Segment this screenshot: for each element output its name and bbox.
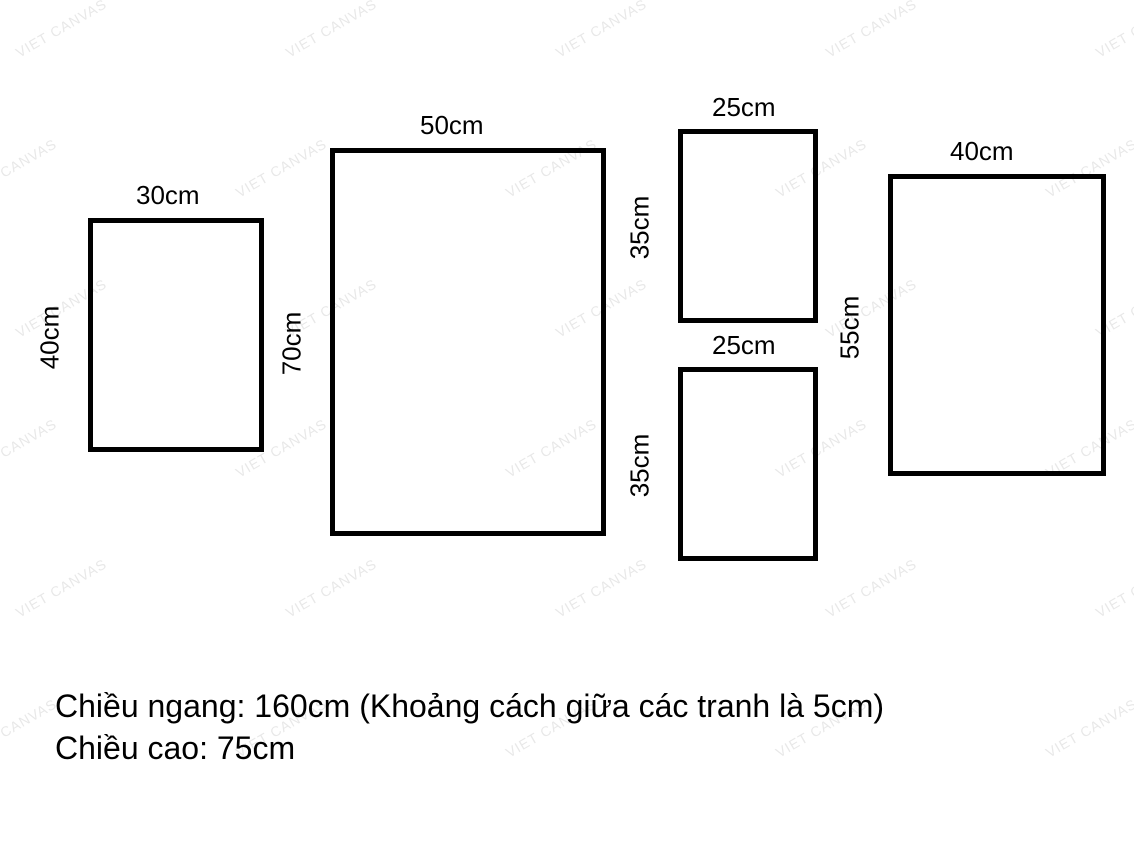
- dim-f5-width: 40cm: [950, 136, 1014, 167]
- frame-5: [888, 174, 1106, 476]
- dim-f1-width: 30cm: [136, 180, 200, 211]
- dim-f2-width: 50cm: [420, 110, 484, 141]
- caption-width: Chiều ngang: 160cm (Khoảng cách giữa các…: [55, 688, 884, 725]
- watermark-text: VIET CANVAS: [0, 135, 59, 200]
- watermark-text: VIET CANVAS: [1093, 0, 1134, 61]
- watermark-text: VIET CANVAS: [823, 555, 920, 620]
- watermark-text: VIET CANVAS: [13, 0, 110, 61]
- watermark-text: VIET CANVAS: [233, 135, 330, 200]
- dim-f4-height: 35cm: [624, 434, 655, 498]
- dim-f2-height: 70cm: [276, 312, 307, 376]
- watermark-text: VIET CANVAS: [1093, 555, 1134, 620]
- watermark-text: VIET CANVAS: [1043, 695, 1134, 760]
- watermark-text: VIET CANVAS: [0, 415, 59, 480]
- watermark-text: VIET CANVAS: [0, 695, 59, 760]
- watermark-text: VIET CANVAS: [13, 555, 110, 620]
- watermark-text: VIET CANVAS: [823, 0, 920, 61]
- frame-4: [678, 367, 818, 561]
- frame-3: [678, 129, 818, 323]
- watermark-text: VIET CANVAS: [553, 0, 650, 61]
- dim-f3-width: 25cm: [712, 92, 776, 123]
- dim-f5-height: 55cm: [834, 296, 865, 360]
- dim-f3-height: 35cm: [624, 196, 655, 260]
- frame-1: [88, 218, 264, 452]
- watermark-text: VIET CANVAS: [553, 555, 650, 620]
- watermark-text: VIET CANVAS: [283, 555, 380, 620]
- dim-f4-width: 25cm: [712, 330, 776, 361]
- dim-f1-height: 40cm: [34, 306, 65, 370]
- caption-height: Chiều cao: 75cm: [55, 730, 295, 767]
- watermark-text: VIET CANVAS: [283, 0, 380, 61]
- frame-2: [330, 148, 606, 536]
